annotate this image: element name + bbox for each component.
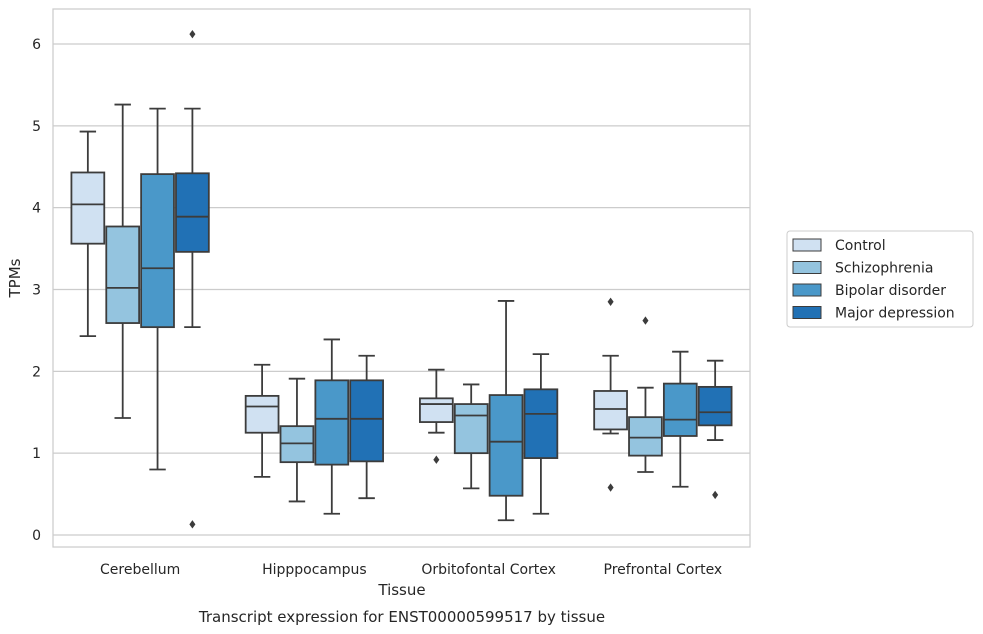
chart-caption: Transcript expression for ENST0000059951… [198, 608, 605, 626]
legend-swatch [792, 306, 822, 319]
box-iqr [244, 394, 280, 434]
box-iqr [175, 172, 210, 253]
box-iqr [628, 416, 663, 457]
legend-swatch [792, 238, 822, 252]
box-2-2 [488, 300, 524, 522]
box-2-3 [523, 353, 559, 515]
x-axis-ticks: Cerebellum Hipppocampus Orbitofontal Corte… [100, 562, 722, 578]
y-tick-label: 0 [32, 528, 41, 544]
y-tick-label: 3 [32, 283, 41, 299]
x-tick-label: Prefrontal Cortex [604, 562, 723, 578]
y-tick-label: 4 [32, 201, 41, 217]
box-iqr [140, 173, 175, 329]
box-0-0 [70, 130, 106, 338]
box-iqr [314, 379, 350, 466]
box-iqr [488, 394, 524, 497]
legend-label: Major depression [835, 306, 955, 322]
plot-boxes [70, 29, 733, 529]
outlier-point [189, 520, 196, 529]
box-0-3 [175, 29, 210, 529]
legend-label: Control [835, 238, 886, 254]
box-iqr [593, 390, 628, 431]
box-iqr [70, 171, 106, 245]
outlier-point [189, 29, 196, 39]
box-0-1 [105, 103, 141, 419]
box-2-0 [419, 368, 454, 464]
outlier-point [642, 316, 649, 325]
box-2-1 [453, 383, 489, 490]
x-axis-label: Tissue [377, 581, 425, 599]
box-iqr [105, 225, 141, 324]
box-1-3 [349, 354, 384, 500]
box-1-0 [244, 363, 280, 478]
legend-frame [786, 230, 974, 328]
box-1-2 [314, 338, 350, 515]
box-3-2 [662, 350, 698, 488]
legend-label: Bipolar disorder [835, 283, 946, 299]
y-tick-label: 5 [32, 119, 41, 135]
x-tick-label: Hipppocampus [262, 562, 367, 578]
legend-items: Control Schizophrenia Bipolar disorder Majo… [792, 238, 955, 322]
y-axis-ticks: 0 1 2 3 4 5 6 [32, 37, 41, 544]
box-iqr [523, 388, 559, 459]
y-axis-label: TPMs [6, 258, 24, 298]
box-iqr [697, 385, 733, 427]
x-tick-label: Orbitofontal Cortex [421, 562, 556, 578]
outlier-point [607, 483, 614, 492]
box-0-2 [140, 107, 175, 471]
box-1-1 [279, 377, 315, 503]
box-iqr [349, 379, 384, 463]
box-3-1 [628, 316, 663, 473]
outlier-point [433, 455, 440, 464]
legend-label: Schizophrenia [835, 261, 933, 277]
legend: Control Schizophrenia Bipolar disorder Majo… [786, 230, 974, 328]
y-tick-label: 1 [32, 446, 41, 462]
box-iqr [453, 403, 489, 455]
x-tick-label: Cerebellum [100, 562, 180, 578]
legend-swatch [792, 283, 822, 297]
y-tick-label: 2 [32, 364, 41, 380]
legend-swatch [792, 261, 822, 274]
outlier-point [607, 297, 614, 306]
plot-frame [52, 8, 751, 548]
box-3-3 [697, 359, 733, 500]
y-tick-label: 6 [32, 37, 41, 53]
outlier-point [712, 490, 719, 500]
box-iqr [662, 382, 698, 437]
box-3-0 [593, 297, 628, 492]
box-iqr [419, 397, 454, 423]
